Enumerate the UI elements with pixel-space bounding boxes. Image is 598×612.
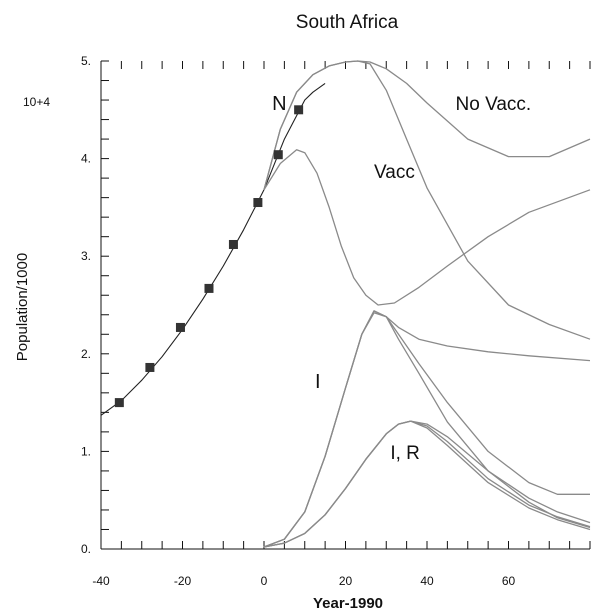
x-axis-label: Year-1990 [313,595,383,612]
series-line-5 [263,312,591,548]
annotation-label: No Vacc. [456,94,532,115]
data-point-marker [273,150,283,160]
y-tick-label: 3. [81,249,91,263]
x-tick-label: 0 [261,574,268,588]
series-line-8 [263,420,591,548]
y-tick-label: 5. [81,54,91,68]
annotations-layer: N No Vacc. Vacc I I, R [272,93,531,464]
x-tick-label: 60 [502,574,516,588]
series-line-3 [263,60,591,340]
series-line-1 [100,82,326,416]
y-tick-label: 0. [81,542,91,556]
series-line-10 [263,420,591,548]
annotation-label: Vacc [374,162,415,183]
x-tick-label: -40 [92,574,110,588]
annotation-label: N [272,93,286,115]
y-tick-label: 2. [81,347,91,361]
x-tick-label: 40 [420,574,434,588]
chart-title: South Africa [296,12,399,33]
axes: -40 -20 0 20 40 60 0. 1. 2. 3. 4. 5. [81,54,591,588]
data-point-marker [253,198,263,208]
x-tick-label: 20 [339,574,353,588]
data-point-marker [204,283,214,293]
series-line-9 [263,420,591,548]
data-point-marker [114,398,124,408]
series-line-6 [263,310,590,548]
data-point-marker [145,362,155,372]
series-line-2 [263,60,591,190]
annotation-label: I [315,371,321,393]
y-multiplier-label: 10+4 [23,95,50,109]
series-layer [100,60,591,548]
x-tick-label: -20 [174,574,192,588]
data-points-layer [114,105,304,408]
y-tick-label: 4. [81,152,91,166]
series-line-7 [263,310,591,548]
y-axis-label: Population/1000 [14,253,31,361]
data-point-marker [294,105,304,115]
data-point-marker [175,322,185,332]
annotation-label: I, R [390,443,420,464]
y-tick-label: 1. [81,444,91,458]
data-point-marker [228,239,238,249]
series-line-4 [263,149,591,306]
